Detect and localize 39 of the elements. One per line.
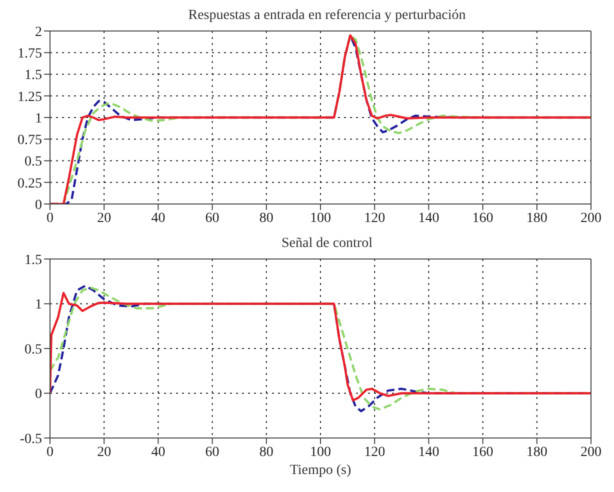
y-tick-label: 1 <box>35 111 42 126</box>
y-tick-label: 0.5 <box>24 342 42 358</box>
y-tick-label: -0.5 <box>20 432 42 447</box>
y-tick-label: 1.5 <box>24 252 42 268</box>
x-tick-label: 100 <box>310 444 331 460</box>
x-tick-label: 80 <box>259 210 274 226</box>
chart-title: Respuestas a entrada en referencia y perturbación <box>187 8 467 25</box>
y-tick-label: 0.5 <box>24 154 42 170</box>
y-tick-label: 1 <box>35 298 42 313</box>
x-tick-label: 160 <box>472 210 494 226</box>
x-tick-label: 200 <box>580 444 602 460</box>
y-tick-label: 1.25 <box>18 90 42 105</box>
y-tick-label: 0.25 <box>18 176 42 192</box>
y-tick-label: 1.5 <box>24 68 42 84</box>
chart-title: Señal de control <box>280 236 374 253</box>
x-tick-label: 40 <box>151 444 166 460</box>
x-tick-label: 120 <box>364 210 386 226</box>
x-tick-label: 140 <box>418 444 440 460</box>
x-tick-label: 0 <box>46 444 54 460</box>
y-tick-label: 1.75 <box>18 46 42 62</box>
x-tick-label: 20 <box>97 210 112 226</box>
x-tick-label: 100 <box>310 210 331 226</box>
x-tick-label: 60 <box>205 210 220 226</box>
y-tick-label: 0.75 <box>18 133 42 148</box>
x-tick-label: 180 <box>526 444 548 460</box>
x-tick-label: 160 <box>472 444 494 460</box>
x-tick-label: 0 <box>46 210 54 226</box>
x-tick-label: 120 <box>364 444 386 460</box>
x-tick-label: 80 <box>259 444 274 460</box>
x-tick-label: 140 <box>418 210 440 226</box>
y-tick-label: 2 <box>35 24 42 40</box>
y-tick-label: 0 <box>35 198 42 213</box>
x-tick-label: 180 <box>526 210 548 226</box>
x-tick-label: 60 <box>205 444 220 460</box>
x-axis-title: Tiempo (s) <box>290 463 352 478</box>
x-tick-label: 40 <box>151 210 166 226</box>
x-tick-label: 20 <box>97 444 112 460</box>
y-tick-label: 0 <box>35 387 42 402</box>
x-tick-label: 200 <box>580 210 602 226</box>
